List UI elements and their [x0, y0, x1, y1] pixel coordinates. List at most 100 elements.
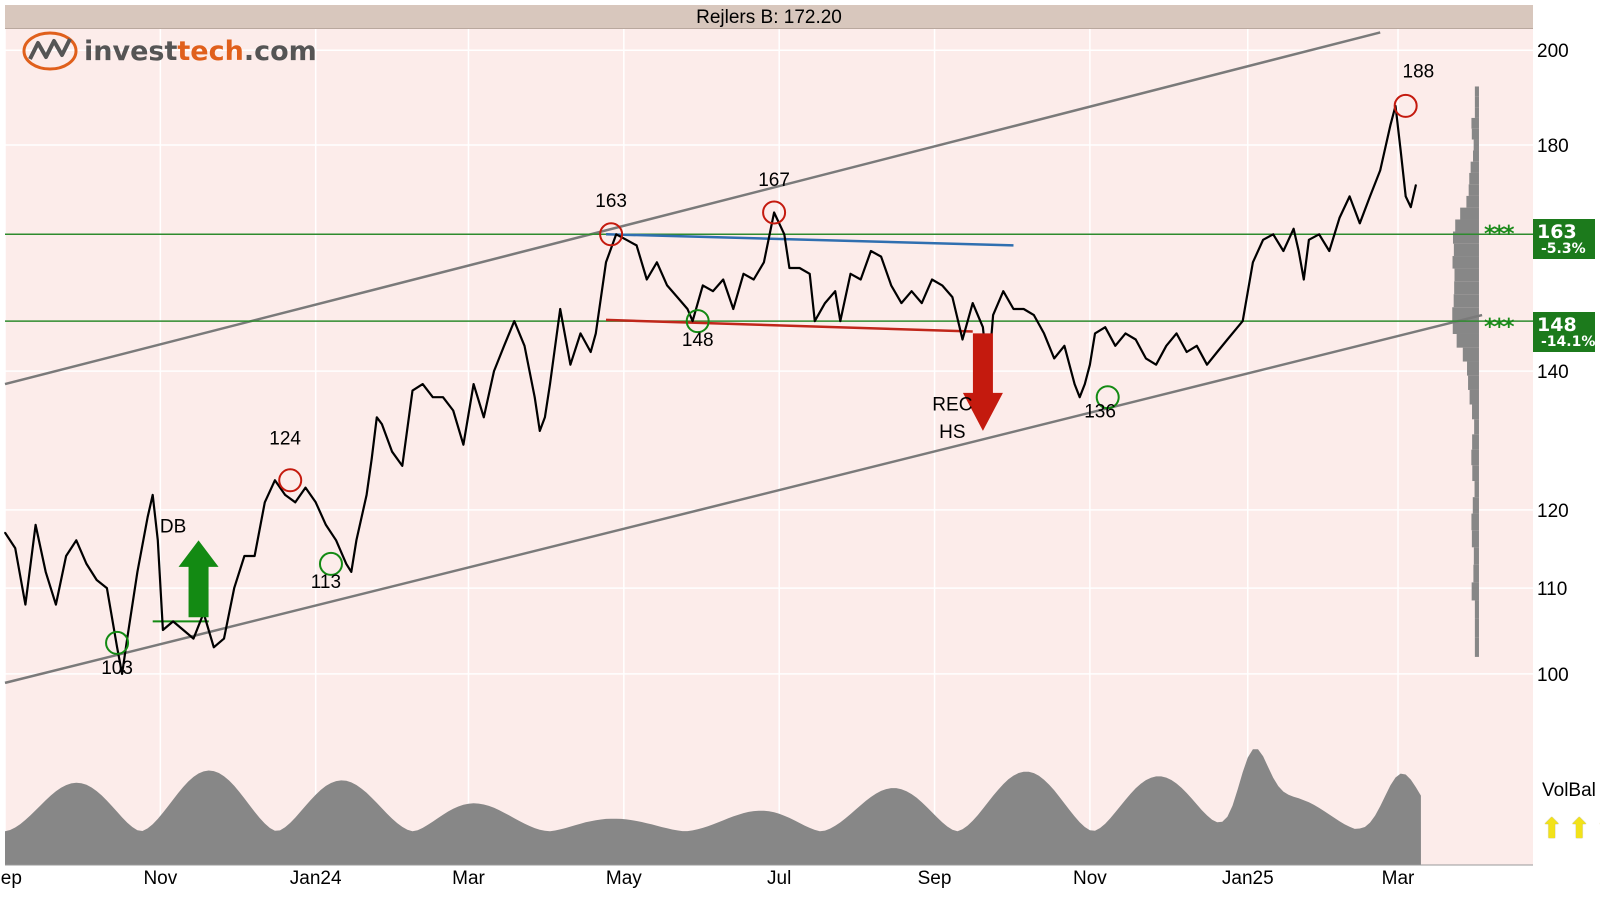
price-point	[95, 579, 98, 581]
price-point	[1282, 250, 1285, 252]
price-point	[676, 296, 679, 298]
volume-profile-bar	[1462, 347, 1479, 362]
price-point	[645, 278, 648, 281]
price-point	[157, 539, 159, 542]
volume-profile-bar	[1466, 195, 1479, 208]
price-point	[1272, 233, 1275, 236]
volume-profile-bar	[1468, 184, 1479, 196]
price-point	[1089, 363, 1091, 366]
price-point	[1348, 195, 1351, 198]
price-point	[1409, 206, 1412, 208]
price-point	[65, 555, 67, 557]
price-point	[223, 637, 225, 640]
price-point	[1241, 320, 1244, 322]
volume-profile-bar	[1452, 320, 1479, 334]
price-point	[839, 320, 842, 322]
price-point	[421, 383, 424, 385]
volume-profile-bar	[1454, 268, 1479, 282]
price-point	[752, 278, 755, 281]
price-point	[1104, 326, 1106, 329]
buy-signal-arrow-icon	[178, 540, 219, 618]
logo-text-com: .com	[243, 35, 317, 67]
price-point	[951, 296, 954, 298]
price-point	[605, 261, 607, 264]
price-point	[742, 272, 745, 275]
price-point	[859, 278, 862, 281]
volume-profile-bar	[1467, 361, 1479, 376]
volume-profile-bar	[1469, 172, 1479, 185]
volume-area	[5, 749, 1421, 865]
price-point	[1185, 351, 1188, 353]
volbal-arrow-up-icon: ⬆	[1595, 815, 1600, 843]
price-point	[44, 571, 47, 573]
y-tick-label: 180	[1537, 136, 1569, 157]
price-point	[549, 383, 551, 385]
price-point	[834, 290, 837, 293]
price-point	[401, 465, 404, 467]
price-line	[4, 104, 1417, 676]
volume-profile-bar	[1469, 389, 1479, 405]
x-tick-label: Mar	[1382, 868, 1415, 889]
level-stars-148: ***	[1484, 315, 1514, 340]
price-point	[350, 571, 353, 573]
price-point	[788, 267, 791, 269]
x-tick-label: Sep	[0, 868, 22, 889]
volume-profile-bar	[1473, 139, 1479, 151]
annotation-label: 113	[311, 572, 341, 593]
volume-profile-bar	[1456, 333, 1479, 348]
price-point	[544, 416, 546, 419]
price-point	[1002, 290, 1005, 293]
turning-point-circle	[685, 309, 710, 334]
price-point	[503, 344, 505, 347]
price-point	[243, 555, 246, 557]
volume-profile-bar	[1473, 547, 1479, 565]
price-point	[824, 302, 826, 304]
price-point	[686, 308, 689, 310]
volume-profile-bar	[1452, 231, 1479, 244]
price-point	[1216, 351, 1219, 353]
price-point	[1114, 344, 1117, 347]
volume-profile-bar	[1474, 618, 1479, 638]
price-point	[559, 308, 561, 310]
price-point	[1053, 357, 1056, 360]
price-point	[493, 370, 495, 372]
chart-title: Rejlers B: 172.20	[696, 7, 842, 28]
price-point	[635, 244, 638, 247]
price-point	[783, 233, 786, 236]
price-point	[691, 320, 694, 322]
level-tag-percent: -14.1%	[1541, 334, 1596, 350]
y-tick-label: 200	[1537, 41, 1569, 62]
price-point	[14, 547, 16, 549]
volume-profile-bar	[1471, 449, 1479, 466]
volume-profile-bar	[1474, 96, 1479, 108]
price-point	[136, 571, 139, 573]
price-point	[1369, 195, 1371, 198]
price-point	[890, 284, 893, 287]
volume-profile-bar	[1471, 582, 1479, 601]
x-tick-label: May	[606, 868, 642, 889]
annotation-label: HS	[939, 422, 965, 443]
volume-profile-bar	[1474, 419, 1479, 435]
price-point	[432, 396, 434, 399]
price-point	[961, 338, 964, 341]
price-point	[1404, 195, 1407, 198]
annotation-label: 188	[1403, 62, 1435, 83]
price-point	[370, 458, 373, 460]
volume-profile-bar	[1471, 128, 1479, 140]
level-tag-price: 148	[1537, 314, 1577, 336]
volume-profile-bar	[1460, 207, 1479, 220]
price-point	[798, 267, 801, 269]
channel-lower-line	[4, 313, 1483, 685]
price-point	[814, 320, 816, 322]
price-point	[1297, 250, 1300, 252]
volbal-arrow-up-icon: ⬆	[1540, 812, 1564, 845]
price-point	[365, 494, 368, 496]
price-point	[355, 539, 358, 542]
price-point	[1094, 332, 1096, 335]
logo-mark-icon	[22, 31, 78, 71]
price-point	[1196, 344, 1198, 347]
price-point	[941, 284, 943, 287]
turning-point-circle	[762, 200, 787, 225]
level-tag-148: 148 -14.1%	[1533, 312, 1595, 352]
axes: 100 110 120 140 180 200 Sep Nov Jan24 Mar May Jul Se…	[0, 41, 1569, 889]
